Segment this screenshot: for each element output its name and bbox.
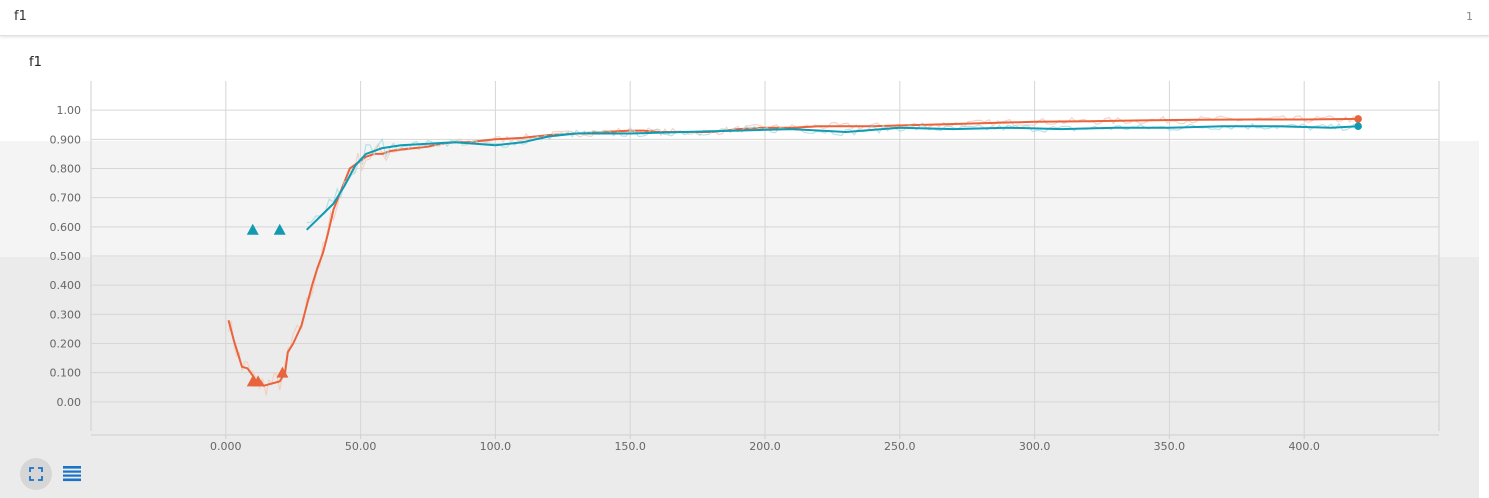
y-tick-label: 0.800 [50, 163, 82, 176]
series-1-line [306, 125, 1359, 231]
x-tick-label: 200.0 [749, 440, 781, 453]
series-0-line [227, 117, 1359, 387]
card-header[interactable]: f1 1 [0, 0, 1489, 36]
y-tick-label: 0.400 [50, 279, 82, 292]
y-tick-label: 0.700 [50, 192, 82, 205]
x-tick-label: 50.00 [345, 440, 377, 453]
toggle-data-button[interactable] [56, 458, 88, 490]
y-tick-label: 0.900 [50, 133, 82, 146]
x-tick-label: 250.0 [884, 440, 916, 453]
x-tick-label: 400.0 [1288, 440, 1320, 453]
x-tick-label: 350.0 [1154, 440, 1186, 453]
background-band-dark [0, 257, 1479, 498]
y-tick-label: 0.100 [50, 367, 82, 380]
series-0-triangle-marker [276, 366, 289, 378]
series-0-end-dot [1354, 115, 1362, 123]
expand-chart-button[interactable] [20, 458, 52, 490]
series-1-triangle-marker [273, 223, 286, 235]
series-0-triangle-marker [252, 375, 265, 387]
series-1-end-dot [1354, 122, 1362, 131]
x-tick-label: 150.0 [614, 440, 646, 453]
y-tick-label: 0.600 [50, 221, 82, 234]
list-icon [63, 466, 81, 482]
y-tick-label: 0.300 [50, 308, 82, 321]
x-tick-label: 300.0 [1019, 440, 1051, 453]
background-band-light [0, 141, 1479, 257]
y-tick-label: 0.500 [50, 250, 82, 263]
card-header-title: f1 [14, 9, 27, 24]
x-tick-label: 0.000 [210, 440, 242, 453]
run-count-badge: 1 [1466, 10, 1473, 23]
x-tick-label: 100.0 [480, 440, 512, 453]
chart-title: f1 [29, 55, 42, 70]
y-tick-label: 0.200 [50, 338, 82, 351]
series-1-raw-line [306, 122, 1355, 224]
fullscreen-icon [29, 467, 43, 481]
series-1-triangle-marker [246, 223, 259, 235]
y-tick-label: 1.00 [57, 104, 82, 117]
y-tick-label: 0.00 [57, 396, 82, 409]
